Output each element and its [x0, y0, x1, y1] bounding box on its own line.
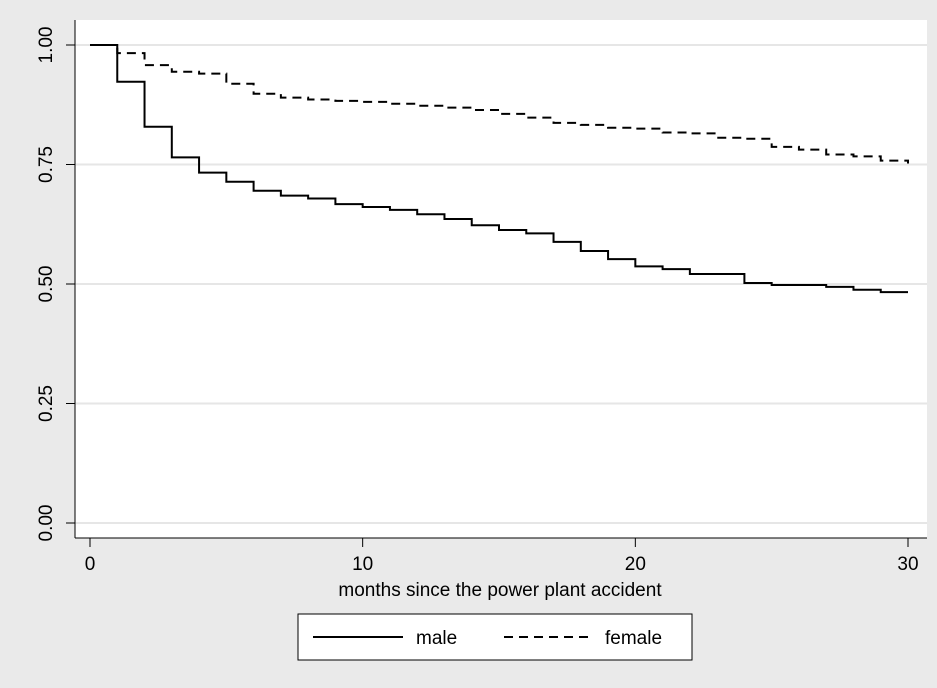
axes: 0.00 0.25 0.50 0.75 1.00 0 10 20 30 — [36, 20, 927, 575]
y-tick-label: 0.25 — [36, 385, 57, 422]
series-layer — [90, 44, 909, 294]
y-tick-label: 1.00 — [36, 27, 57, 64]
x-tick-label: 30 — [897, 554, 918, 575]
x-axis-title: months since the power plant accident — [338, 580, 662, 601]
plot-area — [75, 20, 927, 538]
legend-label-male: male — [416, 628, 457, 649]
series-line-male — [90, 44, 908, 294]
legend-label-female: female — [605, 628, 662, 649]
y-tick-label: 0.00 — [36, 505, 57, 542]
y-tick-label: 0.50 — [36, 266, 57, 303]
y-tick-label: 0.75 — [36, 146, 57, 183]
x-tick-label: 0 — [85, 554, 96, 575]
x-tick-label: 20 — [625, 554, 646, 575]
x-tick-label: 10 — [352, 554, 373, 575]
legend: male female — [297, 613, 693, 661]
series-line-female — [90, 44, 909, 164]
gridlines — [75, 44, 927, 524]
